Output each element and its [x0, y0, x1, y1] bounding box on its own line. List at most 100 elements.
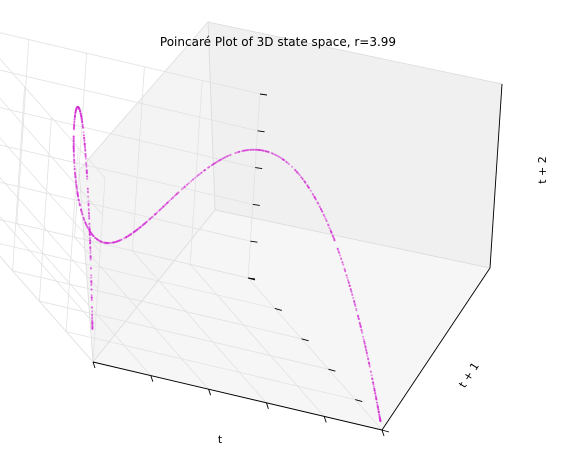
data-point: [87, 196, 89, 198]
data-point: [363, 338, 365, 340]
data-point: [344, 270, 346, 272]
data-point: [89, 250, 91, 252]
data-point: [156, 212, 158, 214]
data-point: [75, 179, 77, 181]
data-point: [74, 172, 76, 174]
x-tick: [151, 376, 153, 382]
data-point: [80, 115, 82, 117]
data-point: [77, 106, 79, 108]
data-point: [91, 299, 93, 301]
data-point: [333, 239, 335, 241]
data-point: [342, 264, 344, 266]
data-point: [203, 169, 205, 171]
data-point: [346, 277, 348, 279]
data-point: [105, 242, 107, 244]
data-point: [83, 140, 85, 142]
data-point: [82, 127, 84, 129]
data-point: [357, 315, 359, 317]
data-point: [130, 233, 132, 235]
z-axis-label: t + 2: [536, 156, 549, 184]
data-point: [87, 200, 89, 202]
data-point: [73, 121, 75, 123]
data-point: [366, 353, 368, 355]
data-point: [74, 165, 76, 167]
data-point: [81, 122, 83, 124]
data-point: [149, 218, 151, 220]
data-point: [332, 234, 334, 236]
data-point: [299, 174, 301, 176]
data-point: [176, 193, 178, 195]
data-point: [91, 296, 93, 298]
data-point: [91, 326, 93, 328]
data-point: [264, 150, 266, 152]
data-point: [237, 151, 239, 153]
data-point: [90, 274, 92, 276]
data-point: [85, 222, 87, 224]
data-point: [361, 329, 363, 331]
data-point: [317, 202, 319, 204]
data-point: [319, 206, 321, 208]
data-point: [375, 398, 377, 400]
data-point: [366, 355, 368, 357]
data-point: [73, 154, 75, 156]
data-point: [325, 219, 327, 221]
data-point: [82, 217, 84, 219]
data-point: [89, 230, 91, 232]
data-point: [358, 317, 360, 319]
data-point: [86, 170, 88, 172]
data-point: [362, 336, 364, 338]
data-point: [353, 300, 355, 302]
data-point: [351, 294, 353, 296]
data-point: [91, 294, 93, 296]
data-point: [101, 241, 103, 243]
data-point: [83, 134, 85, 136]
data-point: [83, 137, 85, 139]
data-point: [91, 289, 93, 291]
data-point: [89, 233, 91, 235]
data-point: [88, 223, 90, 225]
data-point: [342, 262, 344, 264]
data-point: [159, 209, 161, 211]
data-point: [315, 198, 317, 200]
data-point: [230, 154, 232, 156]
data-point: [285, 161, 287, 163]
data-point: [84, 144, 86, 146]
data-point: [79, 110, 81, 112]
data-point: [276, 155, 278, 157]
data-point: [373, 386, 375, 388]
data-point: [364, 345, 366, 347]
data-point: [119, 239, 121, 241]
data-point: [297, 172, 299, 174]
x-tick: [324, 416, 326, 422]
data-point: [86, 166, 88, 168]
data-point: [86, 224, 88, 226]
data-point: [84, 150, 86, 152]
data-point: [241, 150, 243, 152]
data-point: [262, 150, 264, 152]
data-point: [75, 181, 77, 183]
data-point: [379, 415, 381, 417]
data-point: [89, 226, 91, 228]
data-point: [88, 205, 90, 207]
data-point: [369, 364, 371, 366]
x-tick: [209, 389, 211, 395]
data-point: [259, 149, 261, 151]
data-point: [174, 195, 176, 197]
data-point: [227, 155, 229, 157]
data-point: [86, 176, 88, 178]
data-point: [338, 251, 340, 253]
data-point: [368, 362, 370, 364]
data-point: [132, 232, 134, 234]
data-point: [91, 311, 93, 313]
data-point: [87, 191, 89, 193]
data-point: [90, 283, 92, 285]
data-point: [224, 156, 226, 158]
data-point: [222, 158, 224, 160]
data-point: [201, 172, 203, 174]
data-point: [171, 198, 173, 200]
data-point: [89, 246, 91, 248]
data-point: [74, 176, 76, 178]
data-point: [90, 252, 92, 254]
data-point: [349, 285, 351, 287]
data-point: [312, 193, 314, 195]
